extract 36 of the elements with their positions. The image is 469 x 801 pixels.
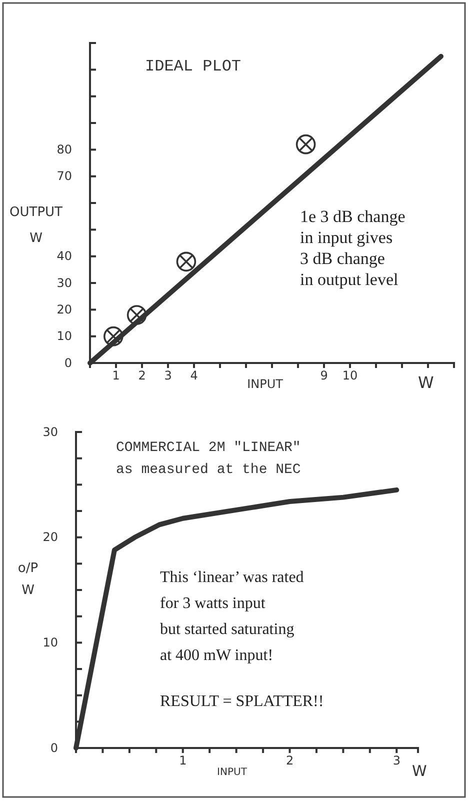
y-tick-label: 30 [42,424,58,439]
text: COMMERCIAL 2M "LINEAR" [116,440,301,456]
annotation: This ‘linear’ was rated for 3 watts input but started saturating at 400 mW input! [160,569,304,664]
x-tick-label: 3 [164,368,172,383]
y-tick-label: 80 [56,142,72,157]
text: W [412,762,427,780]
y-tick-label: 20 [56,302,72,317]
point [296,134,316,154]
text: IDEAL PLOT [145,57,242,76]
x-tick-label: 1 [112,368,120,383]
x-tick-label: 4 [190,368,198,383]
annotation: 1e 3 dB change in input gives 3 dB change in output level [300,207,406,289]
x-tick-label: 3 [392,754,400,768]
x-tick-label: 2 [286,754,294,768]
annotation: RESULT = SPLATTER!! [160,693,324,710]
x-axis-title: INPUT [217,767,248,778]
point [176,252,196,272]
y-tick-label: 10 [56,329,72,344]
y-tick-label: 40 [56,249,72,264]
x-tick-label: 2 [138,368,146,383]
y-axis-title: o/P W [18,561,38,598]
x-tick-label: 1 [179,754,187,768]
x-axis-title: INPUT [247,377,284,391]
x-tick-label: 10 [342,368,358,383]
y-tick-label: 10 [42,636,58,650]
y-tick-label: 70 [56,169,72,184]
y-tick-label: 0 [64,356,72,370]
y-tick-label: 0 [50,740,58,755]
text: W [418,373,434,392]
point [104,326,124,346]
text: as measured at the NEC [116,462,301,478]
x-tick-label: 9 [320,368,328,383]
y-tick-label: 30 [56,276,72,290]
y-axis-title: OUTPUT W [10,205,63,246]
point [126,305,147,325]
y-tick-label: 20 [42,530,58,544]
